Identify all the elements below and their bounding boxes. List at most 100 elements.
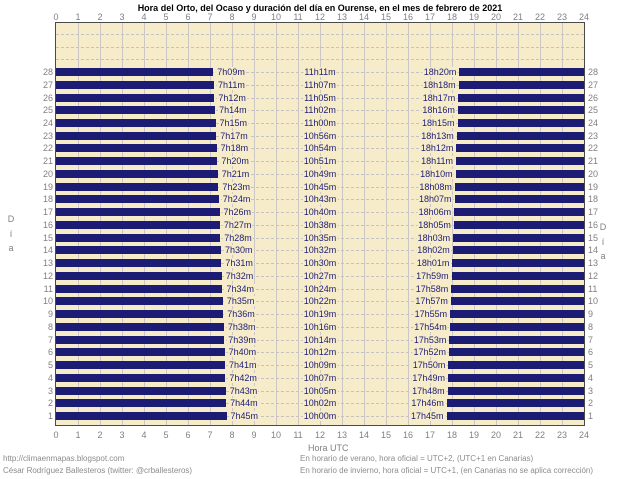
sunrise-time-label: 7h32m (224, 270, 255, 281)
hour-tick-label: 15 (380, 12, 392, 22)
footer-author: César Rodríguez Ballesteros (twitter: @c… (3, 466, 193, 475)
day-tick-label: 6 (588, 347, 594, 358)
night-bar-morning (56, 157, 218, 166)
hour-tick-label: 4 (141, 12, 147, 22)
night-bar-evening (454, 182, 584, 191)
day-tick-label: 9 (47, 309, 53, 320)
night-bar-morning (56, 93, 215, 102)
chart-title: Hora del Orto, del Ocaso y duración del … (137, 3, 503, 13)
sunrise-time-label: 7h45m (229, 411, 260, 421)
sunset-time-label: 17h49m (411, 372, 446, 383)
day-tick-label: 14 (588, 245, 599, 256)
sunset-time-label: 17h45m (409, 411, 445, 421)
sunset-time-label: 18h18m (422, 79, 457, 90)
day-tick-label: 25 (42, 105, 53, 116)
day-tick-label: 18 (588, 194, 599, 205)
hour-tick-label: 22 (534, 12, 546, 22)
sunrise-time-label: 7h35m (225, 296, 256, 307)
hour-tick-label: 14 (358, 430, 370, 440)
sunset-time-label: 18h16m (421, 105, 456, 116)
day-tick-label: 24 (588, 117, 599, 128)
night-bar-morning (56, 310, 224, 319)
day-tick-label: 20 (588, 168, 599, 179)
hour-tick-label: 21 (512, 430, 524, 440)
sunrise-time-label: 7h26m (222, 207, 253, 218)
day-tick-label: 8 (588, 321, 594, 332)
hour-tick-label: 22 (534, 430, 546, 440)
hour-tick-label: 17 (424, 430, 436, 440)
sunrise-time-label: 7h14m (218, 105, 248, 116)
daylight-duration-label: 10h45m (302, 181, 338, 192)
sunrise-time-label: 7h39m (227, 334, 257, 345)
sunset-time-label: 18h05m (417, 219, 452, 230)
night-bar-evening (447, 373, 584, 382)
daylight-duration-label: 11h02m (303, 105, 337, 116)
day-tick-label: 27 (588, 79, 599, 90)
sunrise-time-label: 7h23m (221, 181, 251, 192)
hour-tick-label: 9 (251, 430, 257, 440)
grid-line-vertical (297, 23, 299, 425)
night-bar-morning (56, 246, 221, 255)
sunset-time-label: 17h50m (411, 360, 447, 371)
daylight-duration-label: 11h00m (303, 117, 337, 128)
hour-tick-label: 2 (97, 430, 103, 440)
day-tick-label: 6 (47, 347, 53, 358)
plot-area: 7h09m 11h11m 18h20m 7h11m 11h07m 18h18m 7h12m 1… (55, 22, 585, 426)
hour-tick-label: 23 (556, 12, 568, 22)
hour-tick-label: 4 (141, 430, 147, 440)
hour-tick-label: 24 (578, 12, 590, 22)
night-bar-morning (56, 131, 217, 140)
night-bar-morning (56, 259, 222, 268)
night-bar-evening (448, 361, 584, 370)
daylight-duration-label: 10h43m (302, 194, 338, 205)
hour-tick-label: 6 (185, 12, 191, 22)
night-bar-evening (457, 118, 584, 127)
day-tick-label: 9 (588, 309, 594, 320)
day-tick-label: 1 (47, 411, 53, 421)
day-tick-label: 17 (588, 207, 599, 218)
day-tick-label: 2 (588, 398, 594, 409)
hour-tick-label: 8 (229, 12, 235, 22)
hour-tick-label: 5 (163, 430, 169, 440)
dia-letter: í (601, 236, 605, 247)
night-bar-morning (56, 195, 219, 204)
sunset-time-label: 18h20m (422, 67, 458, 78)
hour-tick-label: 1 (75, 12, 81, 22)
day-tick-label: 8 (47, 321, 53, 332)
hour-tick-label: 11 (293, 430, 303, 440)
night-bar-morning (56, 412, 227, 420)
night-bar-evening (458, 80, 584, 89)
day-tick-label: 13 (42, 258, 53, 269)
night-bar-evening (446, 399, 584, 408)
day-tick-label: 13 (588, 258, 599, 269)
sunset-time-label: 18h06m (417, 207, 453, 218)
sunset-time-label: 18h02m (416, 245, 451, 256)
day-tick-label: 15 (42, 232, 53, 243)
hour-tick-label: 19 (468, 12, 480, 22)
night-bar-morning (56, 220, 220, 229)
sunset-time-label: 17h48m (411, 385, 446, 396)
grid-line-dashed (56, 59, 584, 61)
grid-line-vertical (451, 23, 453, 425)
hour-tick-label: 23 (556, 430, 568, 440)
daylight-duration-label: 10h38m (302, 219, 338, 230)
grid-line-vertical (253, 23, 255, 425)
day-tick-label: 28 (588, 67, 599, 78)
sunset-time-label: 18h01m (415, 258, 451, 269)
footer-winter-time-note: En horario de invierno, hora oficial = U… (300, 466, 594, 475)
sunrise-time-label: 7h09m (216, 67, 246, 78)
night-bar-morning (56, 144, 217, 153)
sunset-time-label: 18h10m (419, 168, 454, 179)
hour-tick-label: 16 (402, 12, 414, 22)
hour-tick-label: 6 (185, 430, 191, 440)
daylight-duration-label: 10h12m (302, 347, 338, 358)
grid-line-vertical (385, 23, 387, 425)
hour-tick-label: 2 (97, 12, 103, 22)
dia-letter: a (8, 243, 14, 253)
sunset-time-label: 18h07m (418, 194, 453, 205)
daylight-duration-label: 10h00m (302, 411, 338, 421)
sunrise-time-label: 7h42m (228, 372, 258, 383)
sunrise-time-label: 7h38m (226, 321, 257, 332)
night-bar-evening (451, 271, 584, 280)
